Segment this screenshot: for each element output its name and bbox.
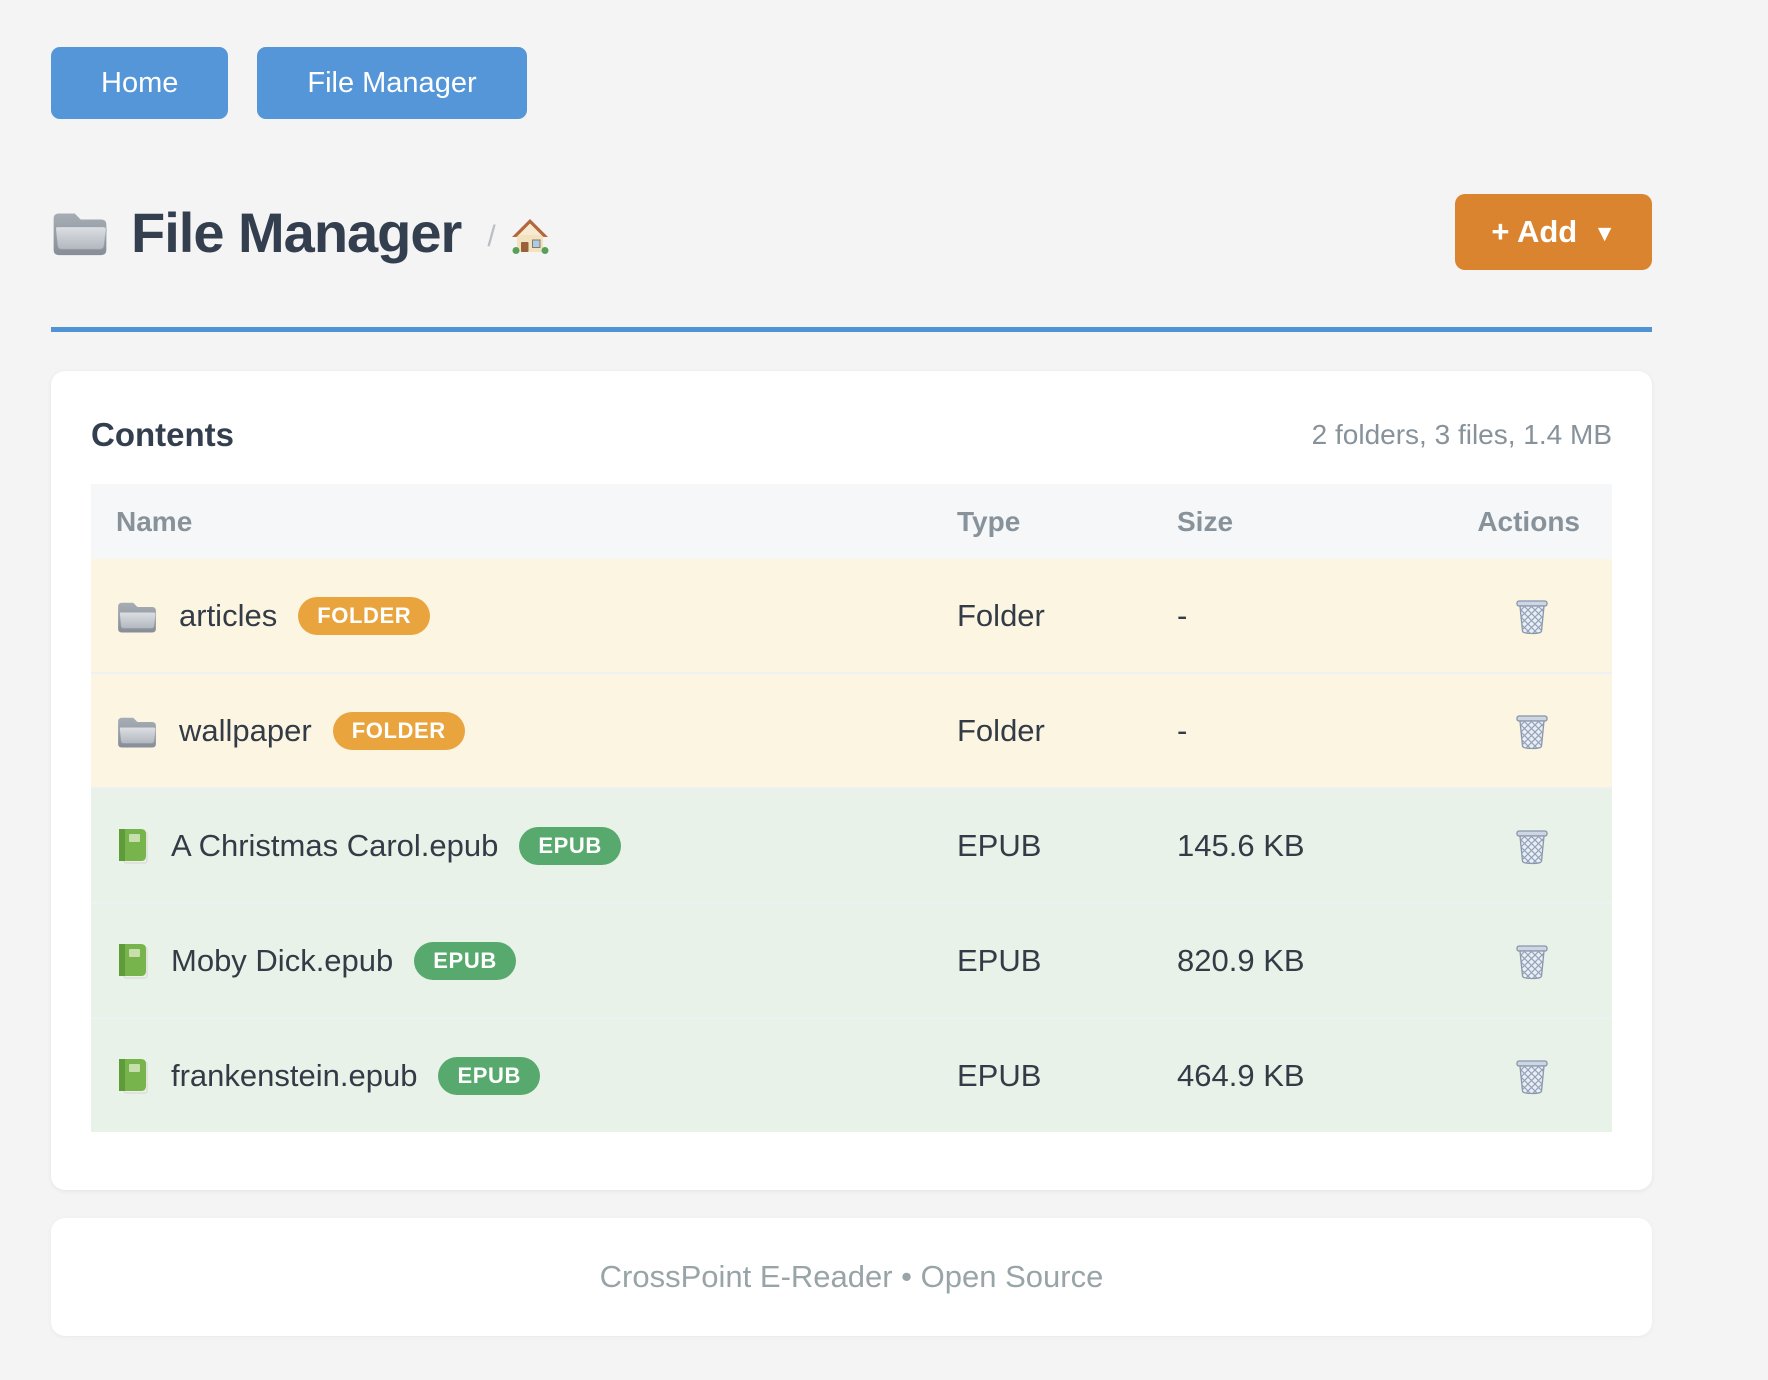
col-header-size: Size <box>1177 505 1234 537</box>
contents-card: Contents 2 folders, 3 files, 1.4 MB Name… <box>51 371 1652 1190</box>
add-button-label: + Add <box>1491 214 1578 249</box>
size-cell: - <box>1177 597 1188 633</box>
folder-icon <box>116 599 158 633</box>
delete-button[interactable] <box>1510 592 1554 640</box>
table-row-wallpaper[interactable]: wallpaper FOLDER Folder - <box>91 672 1612 787</box>
add-button[interactable]: + Add ▼ <box>1455 194 1652 270</box>
folder-badge: FOLDER <box>298 596 431 635</box>
size-cell: 145.6 KB <box>1177 827 1305 863</box>
file-table: Name Type Size Actions articles FOLDER <box>91 484 1612 1132</box>
type-cell: EPUB <box>957 827 1042 863</box>
green-book-icon <box>116 1056 150 1096</box>
delete-button[interactable] <box>1510 937 1554 985</box>
breadcrumb-separator: / <box>487 220 496 253</box>
footer: CrossPoint E-Reader • Open Source <box>51 1218 1652 1336</box>
delete-button[interactable] <box>1510 822 1554 870</box>
type-cell: EPUB <box>957 1057 1042 1093</box>
page: Home File Manager File Manager / <box>51 0 1652 1336</box>
page-title: File Manager <box>131 200 462 264</box>
table-header-row: Name Type Size Actions <box>91 484 1612 559</box>
wastebasket-icon <box>1516 1059 1548 1094</box>
contents-card-header: Contents 2 folders, 3 files, 1.4 MB <box>91 416 1612 454</box>
table-row-articles[interactable]: articles FOLDER Folder - <box>91 559 1612 672</box>
type-cell: Folder <box>957 712 1045 748</box>
nav-home-button[interactable]: Home <box>51 47 229 119</box>
file-name: wallpaper <box>179 712 312 748</box>
wastebasket-icon <box>1516 599 1548 634</box>
col-header-actions: Actions <box>1477 505 1580 537</box>
top-nav: Home File Manager <box>51 47 1652 119</box>
caret-down-icon: ▼ <box>1593 219 1616 246</box>
epub-badge: EPUB <box>414 941 516 980</box>
table-row-moby-dick[interactable]: Moby Dick.epub EPUB EPUB 820.9 KB <box>91 902 1612 1017</box>
size-cell: 464.9 KB <box>1177 1057 1305 1093</box>
type-cell: Folder <box>957 597 1045 633</box>
file-name: frankenstein.epub <box>171 1057 418 1093</box>
folder-icon <box>116 714 158 748</box>
contents-summary: 2 folders, 3 files, 1.4 MB <box>1311 419 1612 450</box>
folder-icon <box>51 208 109 256</box>
file-name: A Christmas Carol.epub <box>171 827 499 863</box>
epub-badge: EPUB <box>519 826 621 865</box>
delete-button[interactable] <box>1510 707 1554 755</box>
table-row-christmas-carol[interactable]: A Christmas Carol.epub EPUB EPUB 145.6 K… <box>91 787 1612 902</box>
size-cell: 820.9 KB <box>1177 942 1305 978</box>
green-book-icon <box>116 826 150 866</box>
footer-text: CrossPoint E-Reader • Open Source <box>599 1259 1104 1294</box>
green-book-icon <box>116 941 150 981</box>
title-group: File Manager / <box>51 200 550 265</box>
delete-button[interactable] <box>1510 1052 1554 1100</box>
page-header: File Manager / + Add ▼ <box>51 193 1652 271</box>
house-icon[interactable] <box>510 216 550 256</box>
col-header-type: Type <box>957 505 1021 537</box>
table-row-frankenstein[interactable]: frankenstein.epub EPUB EPUB 464.9 KB <box>91 1017 1612 1132</box>
folder-badge: FOLDER <box>332 711 465 750</box>
file-name: articles <box>179 597 278 633</box>
wastebasket-icon <box>1516 714 1548 749</box>
header-divider <box>51 327 1652 332</box>
epub-badge: EPUB <box>438 1056 540 1095</box>
wastebasket-icon <box>1516 829 1548 864</box>
nav-file-manager-button[interactable]: File Manager <box>257 47 527 119</box>
file-name: Moby Dick.epub <box>171 942 394 978</box>
size-cell: - <box>1177 712 1188 748</box>
contents-heading: Contents <box>91 416 234 453</box>
type-cell: EPUB <box>957 942 1042 978</box>
wastebasket-icon <box>1516 944 1548 979</box>
col-header-name: Name <box>116 505 193 537</box>
